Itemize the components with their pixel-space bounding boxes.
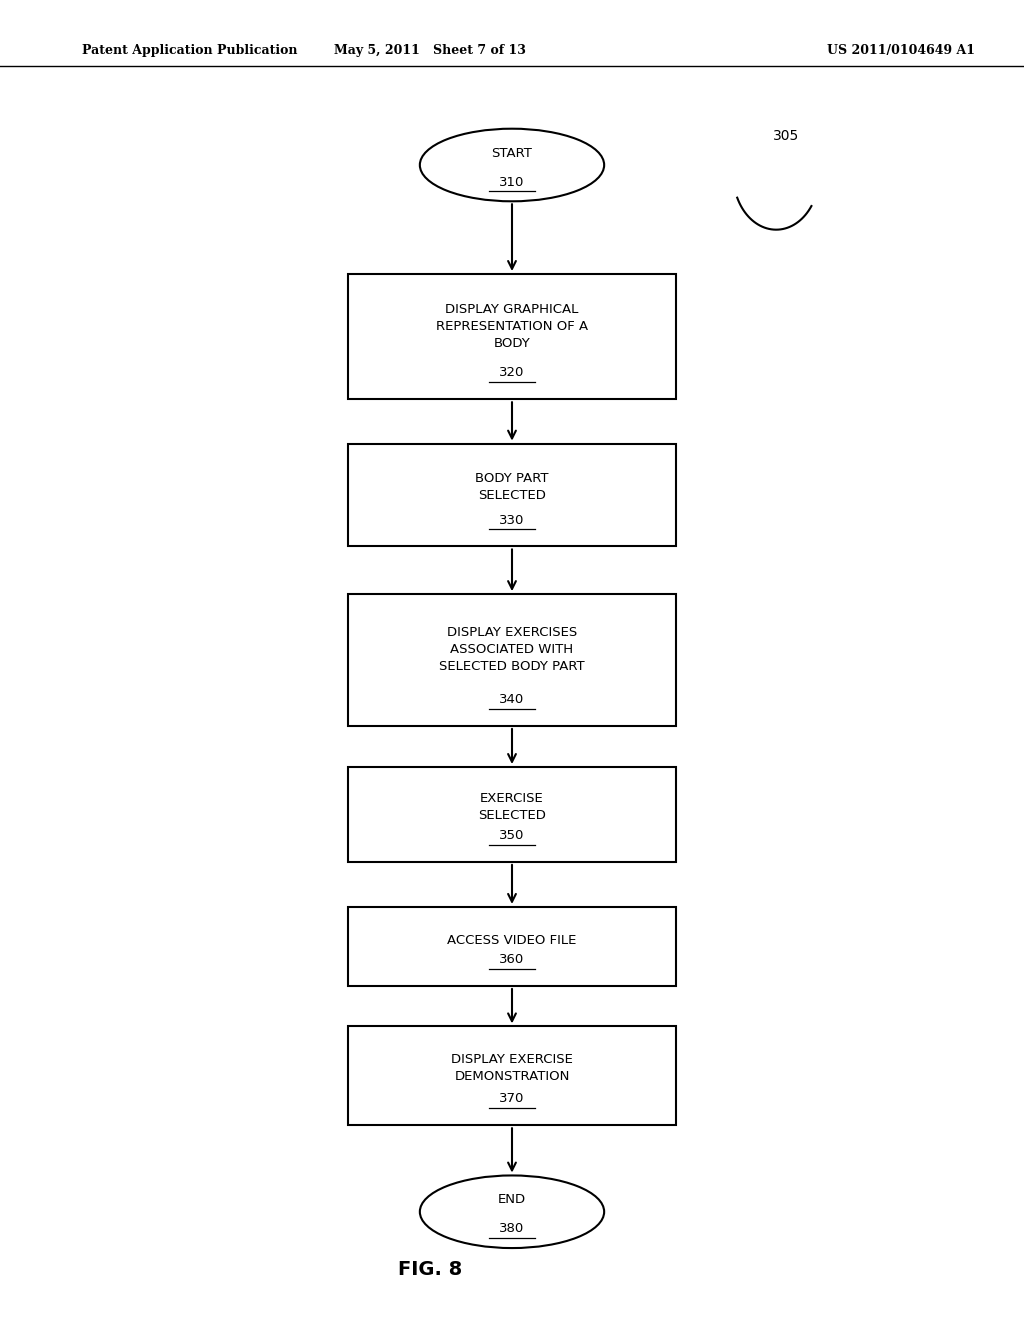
Text: 350: 350 — [500, 829, 524, 842]
Text: DISPLAY EXERCISE
DEMONSTRATION: DISPLAY EXERCISE DEMONSTRATION — [451, 1053, 573, 1082]
Text: 310: 310 — [500, 176, 524, 189]
Text: BODY PART
SELECTED: BODY PART SELECTED — [475, 471, 549, 502]
Text: US 2011/0104649 A1: US 2011/0104649 A1 — [827, 44, 975, 57]
Text: DISPLAY GRAPHICAL
REPRESENTATION OF A
BODY: DISPLAY GRAPHICAL REPRESENTATION OF A BO… — [436, 304, 588, 350]
FancyBboxPatch shape — [348, 594, 676, 726]
Text: EXERCISE
SELECTED: EXERCISE SELECTED — [478, 792, 546, 822]
Text: 370: 370 — [500, 1093, 524, 1105]
Ellipse shape — [420, 128, 604, 201]
Text: Patent Application Publication: Patent Application Publication — [82, 44, 297, 57]
Ellipse shape — [420, 1175, 604, 1249]
Text: May 5, 2011   Sheet 7 of 13: May 5, 2011 Sheet 7 of 13 — [334, 44, 526, 57]
Text: 330: 330 — [500, 513, 524, 527]
Text: 320: 320 — [500, 367, 524, 379]
FancyBboxPatch shape — [348, 907, 676, 986]
FancyBboxPatch shape — [348, 275, 676, 399]
Text: ACCESS VIDEO FILE: ACCESS VIDEO FILE — [447, 933, 577, 946]
Text: DISPLAY EXERCISES
ASSOCIATED WITH
SELECTED BODY PART: DISPLAY EXERCISES ASSOCIATED WITH SELECT… — [439, 626, 585, 673]
Text: 380: 380 — [500, 1222, 524, 1236]
Text: 305: 305 — [773, 129, 800, 143]
Text: END: END — [498, 1193, 526, 1206]
Text: FIG. 8: FIG. 8 — [398, 1261, 462, 1279]
FancyBboxPatch shape — [348, 1027, 676, 1125]
FancyBboxPatch shape — [348, 767, 676, 862]
Text: START: START — [492, 147, 532, 160]
Text: 340: 340 — [500, 693, 524, 706]
FancyBboxPatch shape — [348, 444, 676, 546]
Text: 360: 360 — [500, 953, 524, 966]
